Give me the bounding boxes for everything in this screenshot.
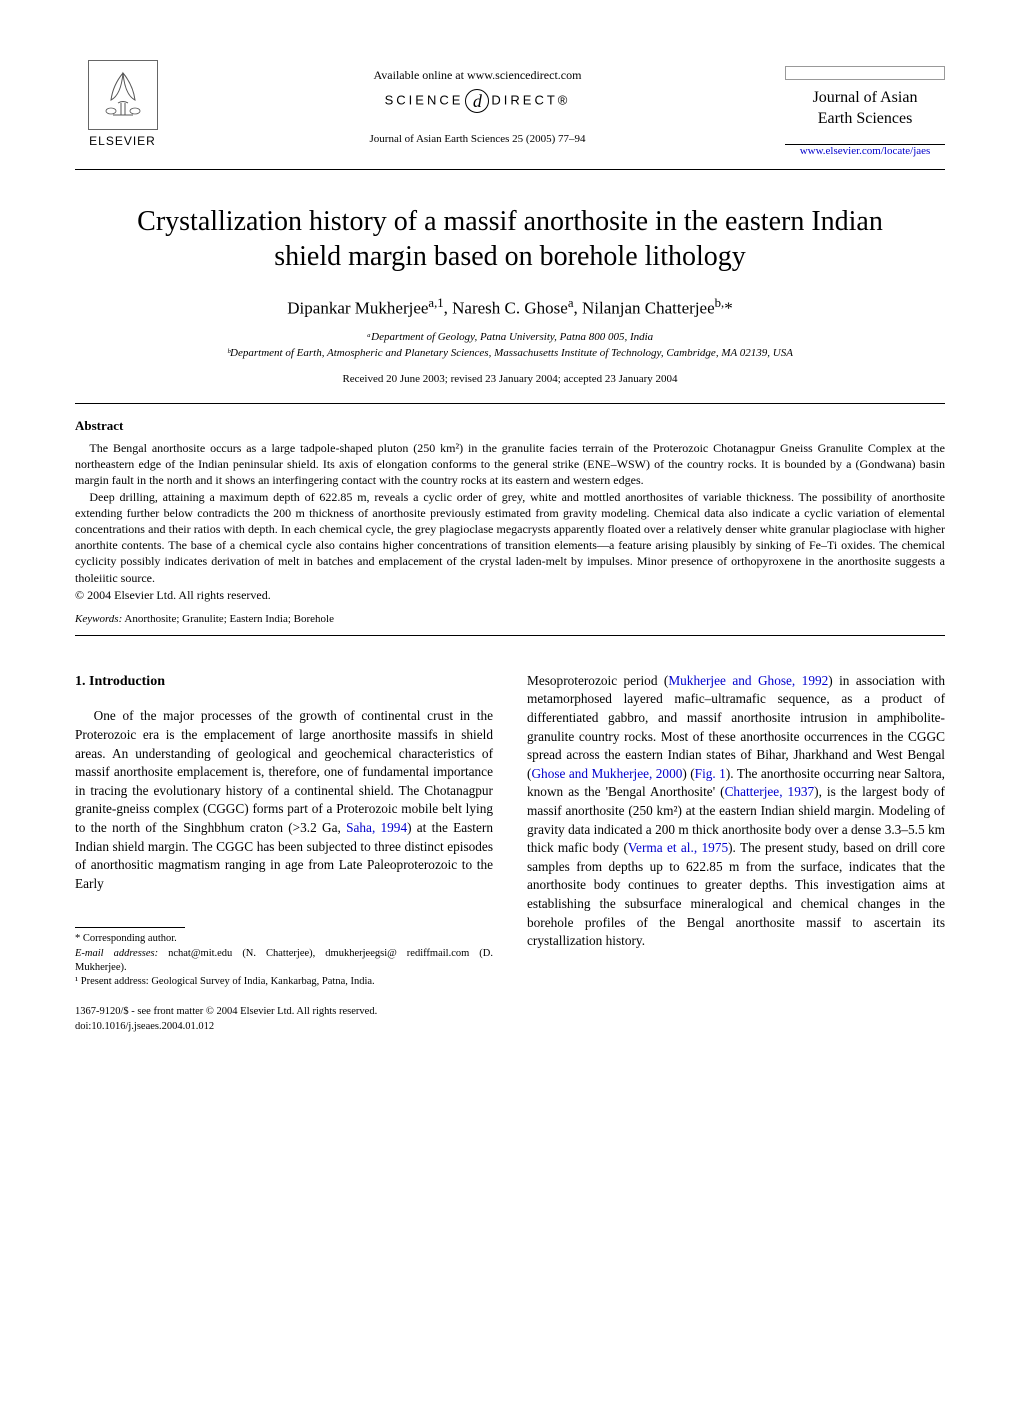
cite-fig-1[interactable]: Fig. 1 <box>695 766 726 781</box>
abstract-top-rule <box>75 403 945 404</box>
abstract-bottom-rule <box>75 635 945 636</box>
journal-name: Journal of Asian Earth Sciences <box>785 88 945 130</box>
affiliation-a: ᵃDepartment of Geology, Patna University… <box>75 330 945 345</box>
center-header: Available online at www.sciencedirect.co… <box>170 60 785 145</box>
cite-saha-1994[interactable]: Saha, 1994 <box>346 820 407 835</box>
cite-chatterjee-1937[interactable]: Chatterjee, 1937 <box>725 784 815 799</box>
abstract-p2: Deep drilling, attaining a maximum depth… <box>75 489 945 586</box>
intro-paragraph-right: Mesoproterozoic period (Mukherjee and Gh… <box>527 672 945 951</box>
footnote-rule <box>75 927 185 928</box>
sciencedirect-logo: SCIENCEdDIRECT® <box>170 89 785 113</box>
cite-verma-1975[interactable]: Verma et al., 1975 <box>628 840 728 855</box>
journal-name-line2: Earth Sciences <box>818 110 913 127</box>
elsevier-tree-icon <box>88 60 158 130</box>
journal-reference: Journal of Asian Earth Sciences 25 (2005… <box>170 133 785 145</box>
elsevier-label: ELSEVIER <box>89 134 156 148</box>
page-header: ELSEVIER Available online at www.science… <box>75 60 945 157</box>
abstract-heading: Abstract <box>75 418 945 434</box>
journal-url[interactable]: www.elsevier.com/locate/jaes <box>785 145 945 157</box>
sd-left: SCIENCE <box>385 92 464 107</box>
intro-paragraph-left: One of the major processes of the growth… <box>75 707 493 893</box>
article-dates: Received 20 June 2003; revised 23 Januar… <box>75 373 945 385</box>
sd-d-icon: d <box>465 89 489 113</box>
column-left: 1. Introduction One of the major process… <box>75 672 493 1035</box>
doi-line: doi:10.1016/j.jseaes.2004.01.012 <box>75 1020 493 1035</box>
cite-ghose-mukherjee-2000[interactable]: Ghose and Mukherjee, 2000 <box>531 766 682 781</box>
abstract-section: Abstract The Bengal anorthosite occurs a… <box>75 418 945 625</box>
email-label: E-mail addresses: <box>75 948 158 959</box>
corresponding-author: * Corresponding author. <box>75 932 493 946</box>
journal-box-border <box>785 66 945 80</box>
column-right: Mesoproterozoic period (Mukherjee and Gh… <box>527 672 945 1035</box>
bottom-matter: 1367-9120/$ - see front matter © 2004 El… <box>75 1005 493 1034</box>
affiliation-b: ᵇDepartment of Earth, Atmospheric and Pl… <box>75 346 945 361</box>
journal-name-line1: Journal of Asian <box>813 89 918 106</box>
header-rule <box>75 169 945 170</box>
sd-right: DIRECT® <box>491 92 570 107</box>
email-addresses: E-mail addresses: nchat@mit.edu (N. Chat… <box>75 947 493 975</box>
footnotes: * Corresponding author. E-mail addresses… <box>75 932 493 989</box>
keywords-text: Anorthosite; Granulite; Eastern India; B… <box>122 613 334 625</box>
keywords-label: Keywords: <box>75 613 122 625</box>
body-columns: 1. Introduction One of the major process… <box>75 672 945 1035</box>
journal-box: Journal of Asian Earth Sciences www.else… <box>785 60 945 157</box>
article-title: Crystallization history of a massif anor… <box>115 204 905 274</box>
present-address: ¹ Present address: Geological Survey of … <box>75 975 493 989</box>
keywords: Keywords: Anorthosite; Granulite; Easter… <box>75 613 945 625</box>
front-matter-line: 1367-9120/$ - see front matter © 2004 El… <box>75 1005 493 1020</box>
cite-mukherjee-ghose-1992[interactable]: Mukherjee and Ghose, 1992 <box>668 673 828 688</box>
abstract-p1: The Bengal anorthosite occurs as a large… <box>75 440 945 489</box>
available-online-text: Available online at www.sciencedirect.co… <box>170 68 785 83</box>
elsevier-logo: ELSEVIER <box>75 60 170 148</box>
abstract-copyright: © 2004 Elsevier Ltd. All rights reserved… <box>75 588 945 603</box>
section-1-heading: 1. Introduction <box>75 672 493 692</box>
abstract-body: The Bengal anorthosite occurs as a large… <box>75 440 945 586</box>
authors: Dipankar Mukherjeea,1, Naresh C. Ghosea,… <box>75 296 945 319</box>
